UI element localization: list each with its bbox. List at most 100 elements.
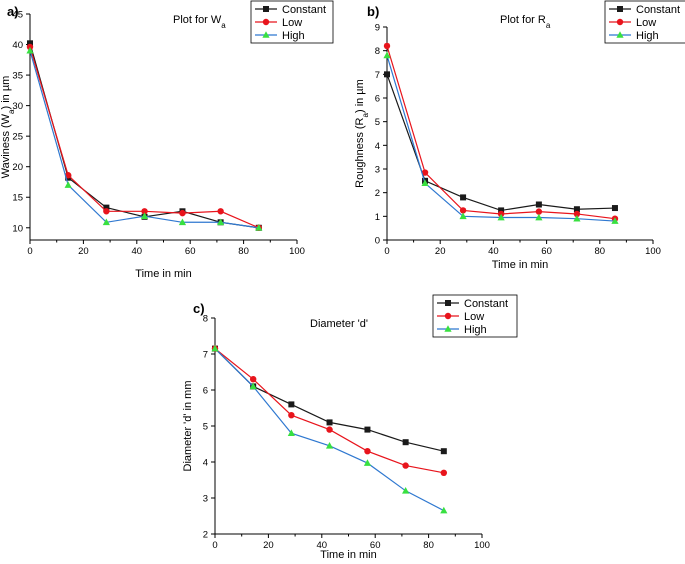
series-line-constant <box>386 74 615 212</box>
y-tick-label: 2 <box>375 188 380 199</box>
data-point-low <box>179 209 186 217</box>
legend-marker-constant <box>445 300 451 306</box>
y-tick-label: 8 <box>203 314 208 325</box>
legend-label-constant: Constant <box>636 4 680 16</box>
series-line-high <box>29 50 259 229</box>
y-tick-label: 3 <box>203 494 208 505</box>
data-point-constant <box>440 448 447 455</box>
data-point-high <box>535 213 543 221</box>
x-tick-label: 0 <box>384 246 389 257</box>
x-tick-label: 40 <box>132 246 143 257</box>
series-line-low <box>29 46 260 229</box>
x-tick-label: 80 <box>595 246 606 257</box>
y-axis-title: Waviness (Wa) in µm <box>0 76 16 179</box>
y-tick-label: 4 <box>375 141 380 152</box>
plot-title-subscript: a <box>221 21 226 30</box>
data-point-constant <box>460 194 467 201</box>
y-tick-label: 9 <box>375 23 380 34</box>
y-axis-title-subscript: a <box>7 109 16 114</box>
data-point-high <box>383 51 391 59</box>
y-axis-title-tail: ) in µm <box>354 79 366 113</box>
legend-label-low: Low <box>636 17 656 29</box>
plot-title-main: Plot for W <box>173 14 222 26</box>
y-axis-title-main: Diameter 'd' in mm <box>182 381 194 472</box>
data-point-constant <box>27 40 33 47</box>
data-point-constant <box>498 207 505 214</box>
data-point-constant <box>326 419 333 426</box>
series-line-low <box>386 45 616 220</box>
data-point-low <box>535 208 543 215</box>
data-point-high <box>440 506 448 514</box>
data-point-low <box>402 462 409 469</box>
x-tick-label: 0 <box>27 246 32 257</box>
data-point-high <box>363 459 372 466</box>
y-tick-label: 8 <box>375 46 380 57</box>
data-point-constant <box>103 204 110 211</box>
y-tick-label: 7 <box>203 350 208 361</box>
y-tick-label: 35 <box>12 71 23 82</box>
series-line-constant <box>29 43 259 229</box>
x-tick-label: 20 <box>263 540 274 551</box>
series-line-low <box>214 348 444 474</box>
data-point-high <box>102 218 110 226</box>
data-point-constant <box>384 71 390 78</box>
y-axis-title-subscript: a <box>361 112 370 117</box>
panel-label: b) <box>367 4 379 19</box>
legend-label-constant: Constant <box>282 4 326 16</box>
data-point-high <box>402 487 410 494</box>
x-tick-label: 20 <box>435 246 446 257</box>
legend-label-high: High <box>636 30 659 42</box>
y-tick-label: 40 <box>12 40 23 51</box>
data-point-constant <box>573 206 580 213</box>
legend-label-low: Low <box>464 311 484 323</box>
data-point-high <box>249 382 257 390</box>
legend-marker-high <box>262 31 270 38</box>
data-point-low <box>440 469 448 476</box>
data-point-high <box>573 214 581 222</box>
data-point-low <box>217 208 224 215</box>
y-tick-label: 4 <box>203 458 208 469</box>
plot-title-main: Plot for R <box>500 14 546 26</box>
legend-label-low: Low <box>282 17 302 29</box>
x-tick-label: 100 <box>645 246 661 257</box>
x-axis-title: Time in min <box>135 268 191 280</box>
data-point-low <box>64 172 72 179</box>
data-point-low <box>141 208 148 215</box>
y-tick-label: 6 <box>375 94 380 105</box>
x-tick-label: 60 <box>541 246 552 257</box>
plot-title: Plot for Wa <box>173 14 226 30</box>
y-tick-label: 10 <box>12 223 23 234</box>
y-tick-label: 3 <box>375 165 380 176</box>
chart-waviness: 0 20 40 60 80 100 10 15 20 25 30 35 40 45 Time in min W… <box>0 0 334 280</box>
y-axis-title-main: Waviness (W <box>0 113 12 178</box>
y-tick-label: 20 <box>12 162 23 173</box>
plot-title-main: Diameter 'd' <box>310 318 368 330</box>
plot-title: Diameter 'd' <box>310 318 368 330</box>
data-point-constant <box>288 401 295 408</box>
y-tick-label: 7 <box>375 70 380 81</box>
legend-marker-high <box>616 31 624 38</box>
panel-label: a) <box>7 4 19 19</box>
legend-label-high: High <box>464 324 487 336</box>
x-axis-title: Time in min <box>320 549 376 561</box>
panel-label: c) <box>193 301 205 316</box>
plot-title: Plot for Ra <box>500 14 551 30</box>
data-point-high <box>459 212 467 220</box>
x-tick-label: 80 <box>238 246 249 257</box>
data-point-high <box>211 344 219 352</box>
x-tick-label: 80 <box>423 540 434 551</box>
y-tick-label: 0 <box>375 236 380 247</box>
legend-marker-low <box>616 18 624 26</box>
x-tick-label: 20 <box>78 246 89 257</box>
data-point-low <box>383 42 391 50</box>
legend-marker-low <box>444 312 452 320</box>
y-tick-label: 5 <box>203 422 208 433</box>
y-axis-title-tail: ) in µm <box>0 76 12 110</box>
legend-marker-constant <box>263 6 269 12</box>
data-point-low <box>421 169 429 176</box>
data-point-low <box>249 376 257 383</box>
data-point-high <box>26 46 34 54</box>
data-point-low <box>364 448 371 455</box>
